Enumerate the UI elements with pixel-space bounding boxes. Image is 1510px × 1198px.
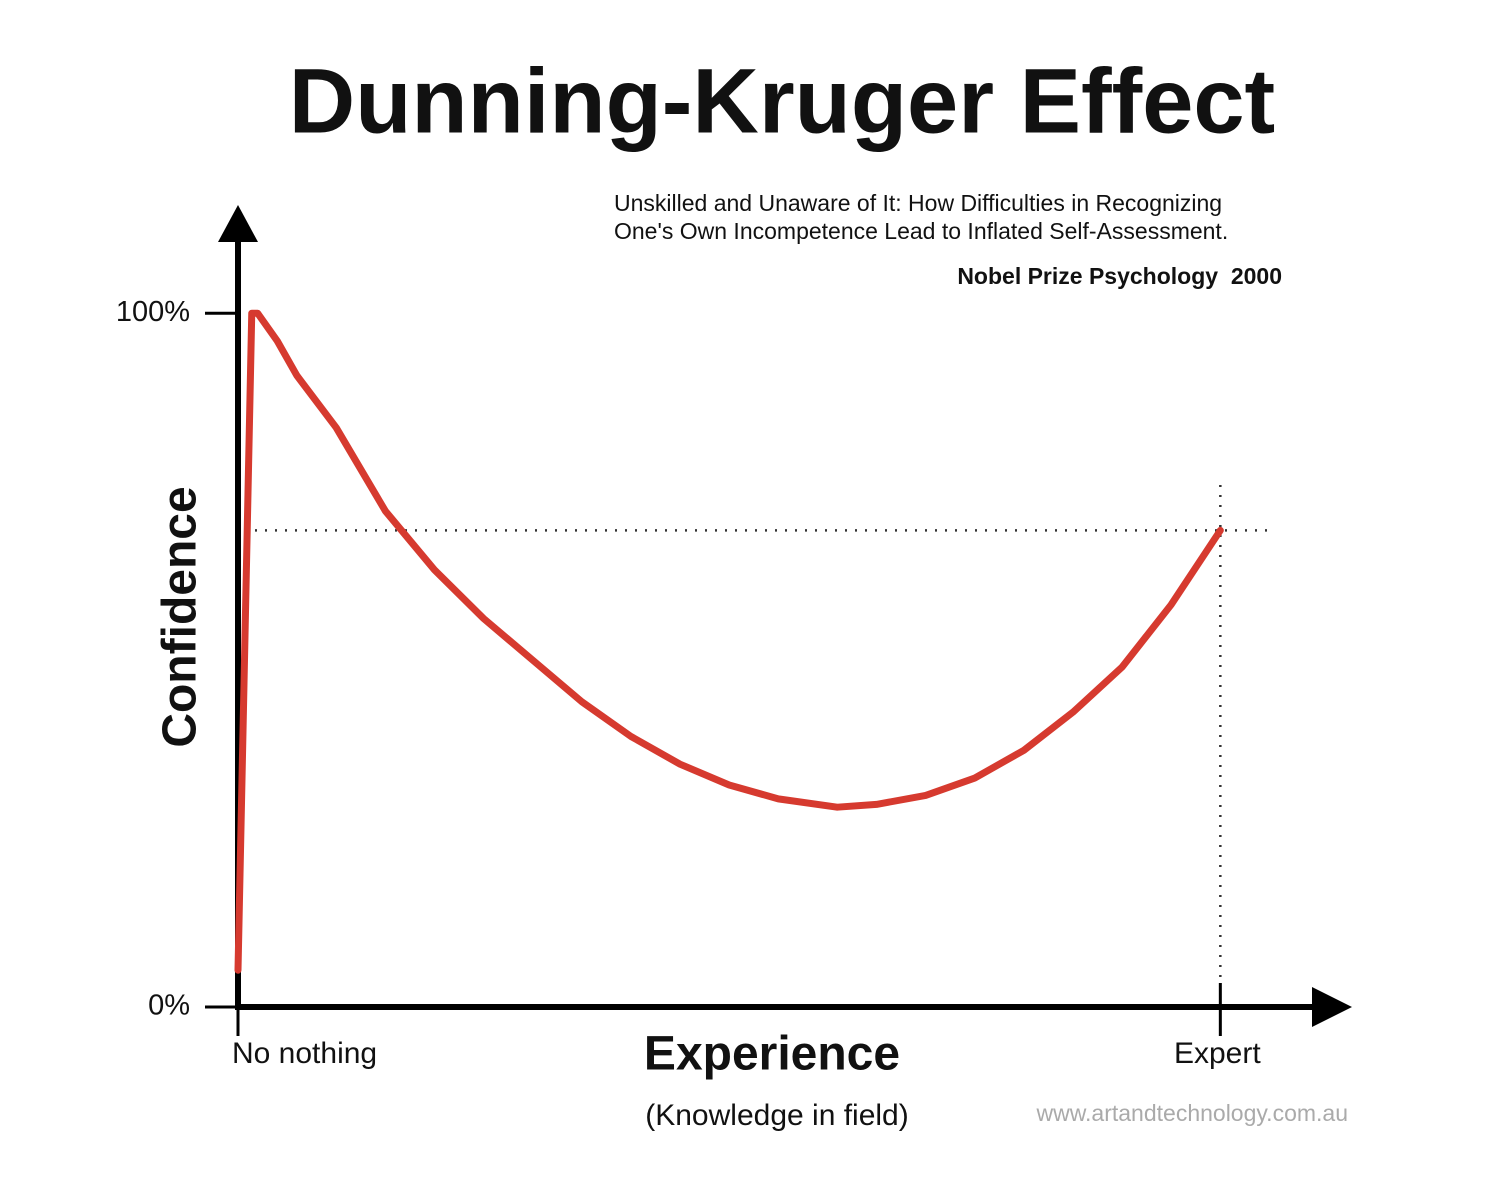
note: Nobel Prize Psychology 2000 [957, 263, 1282, 289]
y-tick-label: 0% [148, 990, 190, 1022]
chart-title: Dunning-Kruger Effect [289, 50, 1275, 152]
x-axis-arrow [1312, 987, 1352, 1027]
x-tick-label: Expert [1174, 1037, 1261, 1070]
y-axis-arrow [218, 205, 258, 242]
y-tick-label: 100% [116, 296, 190, 328]
source: www.artandtechnology.com.au [1035, 1100, 1348, 1126]
subtitle: One's Own Incompetence Lead to Inflated … [614, 218, 1228, 244]
y-axis-label: Confidence [154, 486, 207, 747]
line [234, 309, 1224, 974]
x-tick-label: No nothing [232, 1037, 377, 1070]
x-axis-label: Experience [644, 1028, 900, 1081]
x-axis-sublabel: (Knowledge in field) [645, 1099, 908, 1132]
subtitle: Unskilled and Unaware of It: How Difficu… [614, 190, 1222, 216]
